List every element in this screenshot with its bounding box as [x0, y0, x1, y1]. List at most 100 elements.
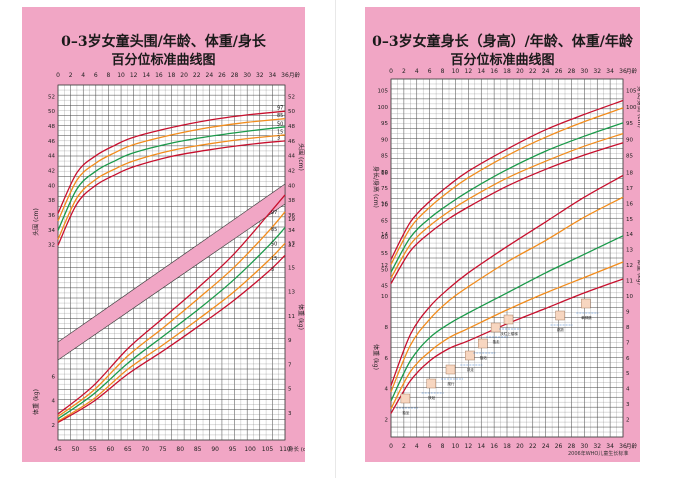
right-bottom-tick-label: 6	[428, 443, 432, 450]
left-head-tick-left: 50	[48, 109, 55, 115]
left-bottom-tick-label: 50	[72, 446, 80, 453]
left-head-percentile-label: 3	[277, 135, 280, 141]
right-height-tick-right: 95	[626, 121, 633, 127]
left-top-tick-label: 18	[168, 72, 176, 79]
right-top-tick-label: 22	[529, 68, 537, 75]
left-top-axis-unit: 月龄	[289, 71, 301, 79]
right-weight-tick-left: 18	[381, 170, 388, 176]
left-head-tick-right: 32	[288, 243, 295, 249]
milestone-figure	[400, 393, 411, 404]
left-bottom-tick-label: 60	[107, 446, 115, 453]
right-top-tick-label: 28	[568, 68, 576, 75]
milestone-figure	[581, 298, 591, 309]
right-weight-tick-right: 17	[626, 186, 633, 192]
right-weight-tick-right: 8	[626, 325, 630, 331]
left-weight-tick-right: 13	[288, 290, 295, 296]
page-divider	[335, 0, 336, 478]
right-weight-tick-right: 18	[626, 170, 633, 176]
milestone-label: 独站	[480, 355, 487, 360]
left-top-tick-label: 26	[218, 72, 226, 79]
right-top-tick-label: 12	[465, 68, 473, 75]
left-wfl-percentile-label: 97	[271, 210, 277, 216]
right-bottom-tick-label: 34	[606, 443, 614, 450]
right-weight-axis-label-left: 体重 (kg)	[372, 344, 380, 370]
milestone-label: 独坐	[402, 410, 410, 415]
right-title-line2: 百分位标准曲线图	[450, 53, 555, 68]
left-wfl-curve-p97	[57, 194, 286, 415]
right-weight-tick-right: 10	[626, 294, 633, 300]
left-head-tick-right: 42	[288, 169, 295, 175]
right-bottom-tick-label: 24	[542, 443, 550, 450]
left-head-tick-right: 44	[288, 154, 295, 160]
right-weight-tick-right: 12	[626, 263, 633, 269]
left-bottom-tick-label: 75	[159, 446, 167, 453]
left-wfl-curve-p3	[57, 254, 286, 424]
left-top-tick-label: 10	[117, 72, 125, 79]
left-bottom-tick-label: 85	[194, 446, 202, 453]
right-wfa-curve-p3	[390, 278, 624, 414]
milestone-label: 跳跃	[557, 327, 565, 332]
left-head-curve-p97	[57, 110, 286, 214]
right-height-tick-left: 105	[378, 89, 389, 95]
left-wfl-curve-p15	[57, 242, 286, 422]
right-weight-tick-right: 15	[626, 217, 633, 223]
right-height-tick-left: 80	[381, 170, 388, 176]
right-weight-tick-right: 6	[626, 356, 630, 362]
right-hfa-curve-p85	[390, 107, 624, 265]
left-head-tick-right: 34	[288, 228, 295, 234]
right-top-tick-label: 18	[503, 68, 511, 75]
left-bottom-tick-label: 70	[141, 446, 149, 453]
right-chart-svg: 0022446688101012121414161618182020222224…	[372, 67, 640, 450]
milestone-label: 扶站	[428, 395, 436, 400]
right-top-tick-label: 6	[428, 68, 432, 75]
left-top-tick-label: 14	[142, 72, 150, 79]
right-wfa-curve-p85	[390, 196, 624, 393]
left-weight-tick-right: 11	[288, 314, 295, 320]
right-top-tick-label: 32	[593, 68, 601, 75]
right-height-tick-left: 65	[381, 219, 388, 225]
right-height-tick-right: 100	[626, 105, 637, 111]
left-head-tick-left: 34	[48, 228, 55, 234]
left-top-tick-label: 36	[281, 72, 289, 79]
left-wfl-curve-p85	[57, 211, 286, 417]
right-bottom-tick-label: 28	[568, 443, 576, 450]
left-bottom-tick-label: 95	[229, 446, 237, 453]
left-top-tick-label: 16	[155, 72, 163, 79]
right-weight-tick-left: 2	[385, 418, 389, 424]
right-bottom-tick-label: 22	[529, 443, 537, 450]
right-weight-tick-right: 2	[626, 418, 630, 424]
right-weight-tick-right: 7	[626, 340, 630, 346]
right-bottom-tick-label: 20	[516, 443, 524, 450]
left-weight-axis-label-left: 体重 (kg)	[32, 389, 40, 415]
left-bottom-tick-label: 80	[176, 446, 184, 453]
left-head-percentile-label: 15	[277, 129, 283, 135]
left-top-tick-label: 2	[69, 72, 73, 79]
right-weight-tick-left: 12	[381, 263, 388, 269]
right-title-line1: 0–3岁女童身长（身高）/年龄、体重/年龄	[372, 34, 633, 50]
right-height-tick-left: 70	[381, 202, 388, 208]
left-top-tick-label: 28	[231, 72, 239, 79]
left-head-curve-p50	[57, 126, 286, 231]
left-bottom-tick-label: 55	[89, 446, 97, 453]
left-head-tick-left: 36	[48, 213, 55, 219]
left-wfl-percentile-label: 3	[271, 267, 274, 273]
right-hfa-curve-p50	[390, 122, 624, 273]
right-height-tick-left: 60	[381, 235, 388, 241]
right-top-tick-label: 24	[542, 68, 550, 75]
milestone-figure	[426, 378, 436, 389]
right-bottom-tick-label: 10	[452, 443, 460, 450]
left-weight-tick-right: 3	[288, 411, 292, 417]
left-top-tick-label: 8	[107, 72, 111, 79]
right-hfa-curve-p3	[390, 142, 624, 284]
milestone-label: 扶栏上楼梯	[500, 331, 518, 336]
milestone-figure	[555, 310, 565, 321]
right-height-tick-right: 85	[626, 154, 633, 160]
left-weight-tick-right: 17	[288, 241, 295, 247]
left-bottom-tick-label: 45	[54, 446, 62, 453]
right-weight-tick-right: 4	[626, 387, 630, 393]
right-top-tick-label: 4	[415, 68, 419, 75]
left-head-tick-left: 44	[48, 154, 55, 160]
right-weight-tick-left: 10	[381, 294, 388, 300]
milestone-figure	[465, 350, 475, 361]
